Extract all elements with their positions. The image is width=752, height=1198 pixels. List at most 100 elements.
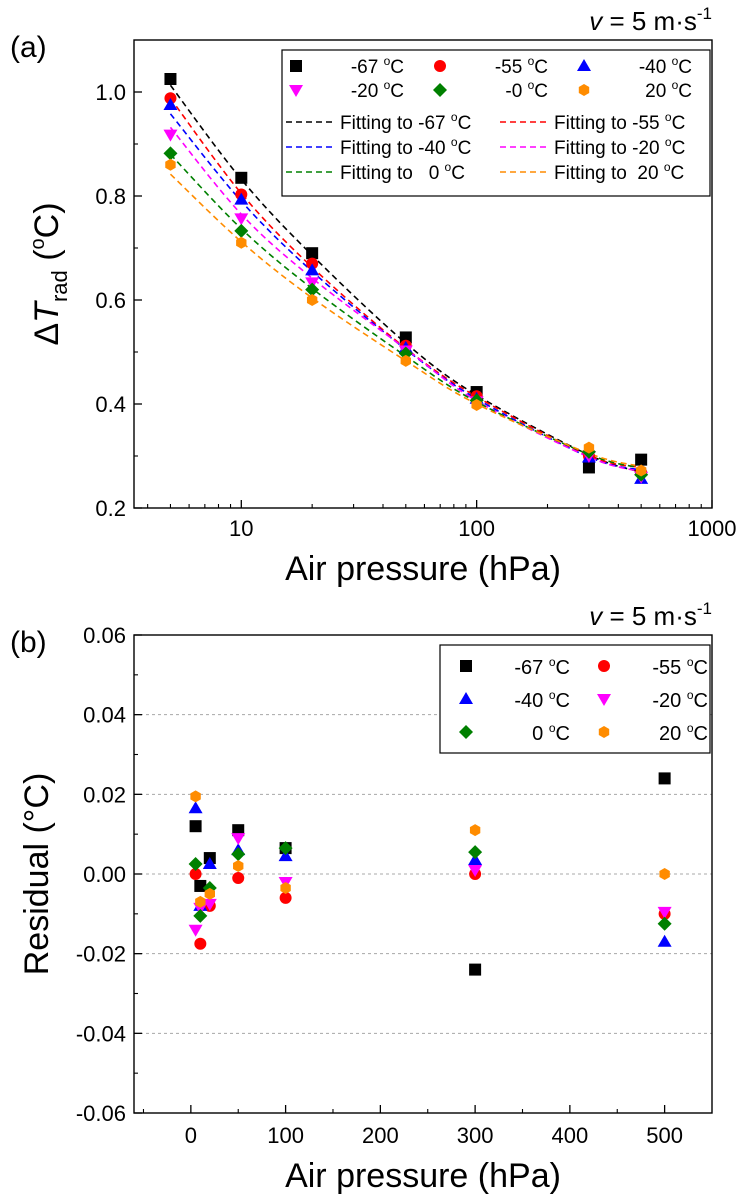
- panel-b-data-points: [188, 772, 672, 976]
- x-tick-label: 500: [646, 1123, 683, 1148]
- y-tick-label: -0.02: [76, 942, 126, 967]
- y-tick-label: 0.06: [83, 623, 126, 648]
- data-point: [468, 865, 483, 878]
- data-point: [231, 833, 246, 846]
- data-point: [163, 129, 178, 142]
- data-point: [306, 247, 319, 260]
- legend-label: Fitting to 20 oC: [554, 160, 684, 184]
- data-point: [236, 236, 247, 249]
- data-point: [471, 399, 482, 412]
- y-tick-label: 0.00: [83, 862, 126, 887]
- data-point: [164, 73, 177, 85]
- x-tick-label: 10: [229, 516, 253, 541]
- legend-label: -40 oC: [639, 54, 692, 78]
- legend-label: -55 oC: [495, 54, 548, 78]
- data-point: [194, 879, 207, 892]
- legend-marker: [597, 694, 611, 706]
- data-point: [469, 963, 482, 976]
- data-point: [469, 824, 481, 837]
- y-tick-label: 1.0: [95, 80, 126, 105]
- legend-marker: [577, 59, 591, 71]
- panel-a-y-axis-label: ΔTrad (oC): [27, 202, 72, 345]
- data-point: [163, 98, 178, 110]
- y-tick-label: 0.8: [95, 184, 126, 209]
- data-point: [468, 845, 483, 860]
- data-point: [583, 441, 595, 454]
- legend-marker: [598, 726, 610, 738]
- data-point: [165, 158, 176, 171]
- panel-a-legend: -67 oC -55 oC -40 oC -20 oC -0 oC 20 oC Fittin…: [281, 49, 711, 197]
- x-tick-label: 300: [457, 1123, 494, 1148]
- panel-b: (b) v = 5 m·s-1 -0.06 -0.04 -0.02 0.00 0.02 0…: [10, 599, 713, 1195]
- legend-marker: [460, 660, 472, 672]
- data-point: [305, 282, 320, 297]
- panel-b-x-axis: 0 100 200 300 400 500: [142, 1105, 683, 1148]
- data-point: [189, 820, 202, 833]
- x-tick-label: 200: [362, 1123, 399, 1148]
- data-point: [657, 916, 672, 931]
- data-point: [306, 294, 318, 306]
- data-point: [305, 263, 320, 276]
- x-tick-label: 1000: [688, 516, 737, 541]
- panel-b-plot-frame: [133, 634, 713, 1114]
- data-point: [582, 461, 595, 474]
- legend-label: -67 oC: [351, 54, 404, 78]
- panel-b-label: (b): [10, 626, 47, 659]
- data-point: [658, 772, 671, 785]
- data-point: [188, 801, 203, 814]
- data-point: [278, 841, 293, 856]
- data-point: [190, 790, 201, 803]
- panel-a-plot-frame: [133, 39, 713, 509]
- data-point: [202, 898, 217, 911]
- data-point: [194, 937, 207, 950]
- data-point: [635, 453, 648, 466]
- y-tick-label: 0.4: [95, 392, 126, 417]
- panel-a-data-points: [163, 73, 649, 484]
- legend-marker: [598, 660, 610, 672]
- legend-marker: [578, 84, 590, 96]
- legend-label: -67 oC: [514, 655, 570, 679]
- legend-marker: [459, 725, 473, 739]
- data-point: [233, 860, 244, 873]
- panel-a-velocity-annotation: v = 5 m·s-1: [589, 4, 712, 36]
- data-point: [204, 887, 215, 900]
- data-point: [234, 192, 249, 205]
- legend-frame: [439, 644, 711, 754]
- panel-a-label: (a): [10, 31, 47, 64]
- legend-label: -0 oC: [505, 78, 548, 102]
- data-point: [659, 868, 670, 880]
- legend-marker: [433, 83, 447, 97]
- legend-marker: [459, 692, 473, 704]
- data-point: [657, 906, 672, 919]
- legend-label: Fitting to -20 oC: [554, 135, 685, 159]
- x-tick-label: 0: [185, 1123, 197, 1148]
- data-point: [232, 871, 245, 884]
- legend-label: -20 oC: [652, 688, 708, 712]
- legend-frame: [281, 49, 711, 197]
- panel-a-y-axis: 0.2 0.4 0.6 0.8 1.0: [95, 80, 142, 521]
- x-tick-label: 100: [458, 516, 495, 541]
- data-point: [234, 223, 249, 238]
- panel-b-y-axis-label: Residual (°C): [18, 773, 56, 976]
- legend-label: -40 oC: [514, 688, 570, 712]
- legend-label: -55 oC: [652, 655, 708, 679]
- panel-b-y-axis: -0.06 -0.04 -0.02 0.00 0.02 0.04 0.06: [76, 623, 142, 1126]
- panel-a-x-axis: 10 100 1000: [147, 500, 737, 541]
- legend-label: Fitting to 0 oC: [340, 160, 465, 184]
- legend-label: -20 oC: [351, 78, 404, 102]
- panel-b-x-axis-label: Air pressure (hPa): [285, 1157, 561, 1195]
- data-point: [234, 213, 249, 226]
- data-point: [657, 934, 672, 947]
- data-point: [202, 857, 217, 870]
- y-tick-label: 0.6: [95, 288, 126, 313]
- x-tick-label: 100: [267, 1123, 304, 1148]
- data-point: [399, 331, 412, 344]
- data-point: [635, 464, 647, 477]
- legend-label: Fitting to -67 oC: [340, 110, 471, 134]
- data-point: [235, 171, 248, 184]
- legend-label: 20 oC: [645, 78, 692, 102]
- legend-marker: [289, 85, 303, 97]
- panel-b-legend: -67 oC -55 oC -40 oC -20 oC 0 oC 20 oC: [439, 644, 711, 754]
- data-point: [188, 857, 203, 872]
- panel-b-gridlines: [134, 714, 712, 1034]
